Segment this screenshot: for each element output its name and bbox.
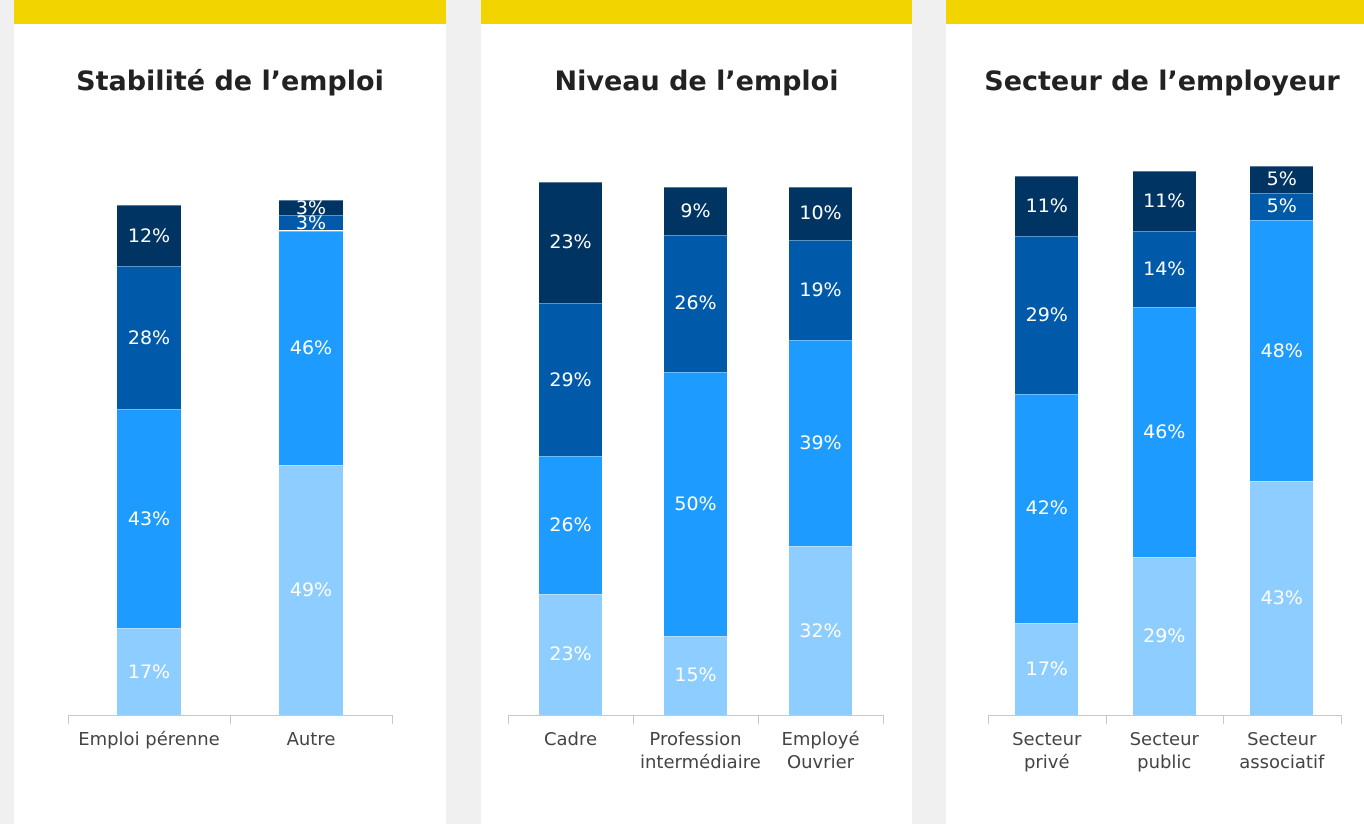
tick: [883, 715, 884, 724]
bar-segment: [279, 199, 343, 216]
bar-segment: [1015, 394, 1079, 623]
accent-band: [14, 0, 446, 24]
data-label: 26%: [549, 513, 592, 536]
bar-segment: [117, 266, 181, 409]
data-label: 11%: [1025, 195, 1068, 218]
bar-segment: [1132, 557, 1196, 715]
x-tick-label: Secteur privé: [1012, 729, 1082, 773]
data-label: 42%: [1025, 497, 1068, 520]
x-axis: [508, 715, 883, 716]
x-tick-label: Secteur public: [1129, 729, 1199, 773]
data-label: 29%: [1143, 625, 1186, 648]
tick: [988, 715, 989, 724]
bar-segment: [539, 181, 602, 304]
data-label: 5%: [1266, 168, 1297, 191]
bar-segment: [789, 546, 852, 715]
panel: Stabilité de l’emploi: [14, 0, 446, 824]
bar-segment: [1015, 176, 1079, 237]
bar-segment: [1132, 230, 1196, 307]
data-label: 29%: [549, 368, 592, 391]
bar-segment: [789, 239, 852, 341]
bar-segment: [664, 635, 727, 715]
bar-segment: [279, 215, 343, 231]
bar-segment: [1015, 236, 1079, 395]
tick: [1223, 715, 1224, 724]
accent-band: [481, 0, 912, 24]
data-label: 19%: [799, 278, 842, 301]
bar-segment: [539, 303, 602, 457]
data-label: 28%: [127, 326, 171, 349]
bar-segment: [664, 234, 727, 372]
tick: [1340, 715, 1342, 724]
data-label: 11%: [1143, 189, 1186, 212]
data-label: 50%: [674, 492, 717, 515]
data-label: 17%: [127, 660, 171, 683]
tick: [68, 715, 69, 724]
accent-band: [946, 0, 1364, 24]
data-label: 32%: [799, 619, 842, 642]
tick: [633, 715, 634, 724]
chart-title: Secteur de l’employeur: [984, 66, 1340, 97]
bar-segment: [789, 340, 852, 547]
data-label: 12%: [127, 224, 171, 247]
x-tick-label: Emploi pérenne: [78, 729, 220, 750]
bar-segment: [1250, 219, 1314, 482]
bar-segment: [1250, 481, 1314, 715]
tick: [230, 715, 231, 724]
data-label: 17%: [1025, 657, 1068, 680]
data-label: 3%: [295, 211, 327, 234]
data-label: 14%: [1143, 257, 1186, 280]
data-label: 3%: [295, 196, 327, 219]
bar-segment: [117, 205, 181, 267]
bar-segment: [279, 465, 343, 715]
data-label: 23%: [549, 231, 592, 254]
bar-segment: [279, 230, 343, 466]
tick: [508, 715, 509, 724]
data-label: 29%: [1025, 304, 1068, 327]
x-tick-label: Secteur associatif: [1239, 729, 1325, 773]
bar-segment: [664, 371, 727, 636]
bar-segment: [1250, 192, 1314, 220]
tick: [392, 715, 393, 724]
data-label: 49%: [289, 579, 333, 602]
x-tick-label: Profession intermédiaire: [640, 729, 761, 773]
x-tick-label: Autre: [286, 729, 336, 750]
bar-segment: [117, 409, 181, 629]
chart-title: Stabilité de l’emploi: [76, 66, 384, 97]
data-label: 23%: [549, 643, 592, 666]
bar-segment: [1015, 622, 1079, 715]
data-label: 5%: [1266, 195, 1297, 218]
bar-segment: [664, 187, 727, 235]
bar-segment: [539, 593, 602, 715]
data-label: 43%: [1260, 587, 1303, 610]
bar-segment: [789, 187, 852, 240]
data-label: 39%: [799, 432, 842, 455]
x-axis: [988, 715, 1341, 716]
bar-segment: [117, 628, 181, 715]
tick: [758, 715, 759, 724]
x-tick-label: Cadre: [543, 729, 598, 750]
data-label: 26%: [674, 292, 717, 315]
bar-segment: [1132, 171, 1196, 231]
data-label: 46%: [289, 336, 333, 359]
x-tick-label: Employé Ouvrier: [781, 729, 860, 773]
bar-segment: [1250, 165, 1314, 193]
data-label: 46%: [1143, 421, 1186, 444]
data-label: 48%: [1260, 339, 1303, 362]
bar-segment: [539, 456, 602, 594]
data-label: 15%: [674, 664, 717, 687]
data-label: 9%: [680, 199, 711, 222]
chart-title: Niveau de l’emploi: [554, 66, 839, 97]
data-label: 43%: [127, 507, 171, 530]
tick: [1105, 715, 1107, 724]
bar-segment: [1132, 307, 1196, 558]
data-label: 10%: [799, 202, 842, 225]
